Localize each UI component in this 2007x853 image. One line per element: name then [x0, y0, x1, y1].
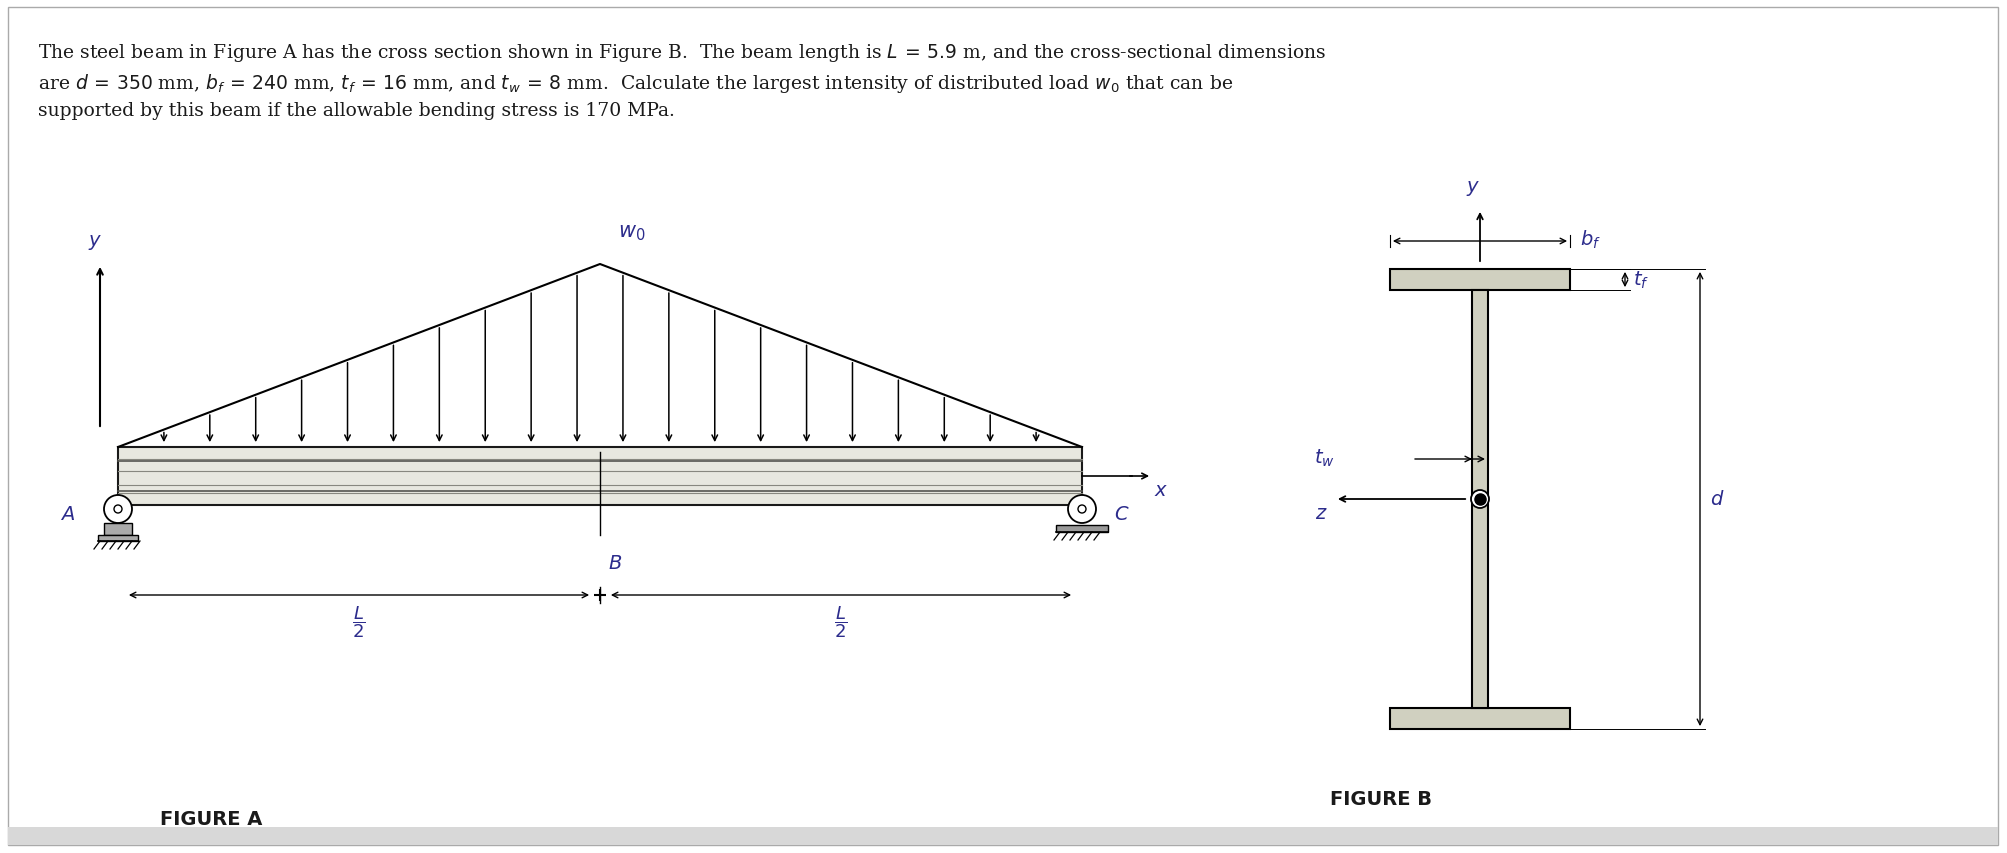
Circle shape: [1471, 490, 1489, 508]
Text: $\dfrac{L}{2}$: $\dfrac{L}{2}$: [833, 603, 847, 639]
Bar: [118, 448, 1082, 506]
Bar: [8, 827, 1997, 845]
Bar: [1056, 525, 1108, 532]
Text: supported by this beam if the allowable bending stress is 170 MPa.: supported by this beam if the allowable …: [38, 102, 674, 120]
Text: FIGURE A: FIGURE A: [161, 809, 263, 828]
Circle shape: [114, 506, 122, 514]
Bar: [1389, 708, 1569, 729]
Text: $y$: $y$: [88, 233, 102, 252]
Text: $z$: $z$: [1315, 503, 1327, 522]
Text: $t_f$: $t_f$: [1632, 270, 1648, 291]
Text: are $d\,=\,350$ mm, $b_f\,=\,240$ mm, $t_f\,=\,16$ mm, and $t_w\,=\,8$ mm.  Calc: are $d\,=\,350$ mm, $b_f\,=\,240$ mm, $t…: [38, 72, 1232, 95]
Circle shape: [104, 496, 132, 524]
Text: $x$: $x$: [1154, 480, 1168, 499]
Text: $\dfrac{L}{2}$: $\dfrac{L}{2}$: [351, 603, 365, 639]
Text: The steel beam in Figure A has the cross section shown in Figure B.  The beam le: The steel beam in Figure A has the cross…: [38, 42, 1325, 64]
Text: $b_f$: $b_f$: [1580, 229, 1600, 251]
Text: $d$: $d$: [1710, 490, 1724, 509]
Bar: [1471, 291, 1487, 708]
Bar: [1389, 270, 1569, 291]
Text: $A$: $A$: [60, 505, 76, 524]
Text: $B$: $B$: [608, 554, 622, 572]
Bar: [98, 536, 138, 542]
Bar: [104, 524, 132, 536]
Text: $C$: $C$: [1114, 505, 1130, 524]
Circle shape: [1078, 506, 1086, 514]
Text: $t_w$: $t_w$: [1313, 447, 1335, 468]
Text: $y$: $y$: [1465, 179, 1479, 198]
Circle shape: [1068, 496, 1096, 524]
Text: $w_0$: $w_0$: [618, 223, 644, 243]
Text: FIGURE B: FIGURE B: [1329, 789, 1431, 808]
